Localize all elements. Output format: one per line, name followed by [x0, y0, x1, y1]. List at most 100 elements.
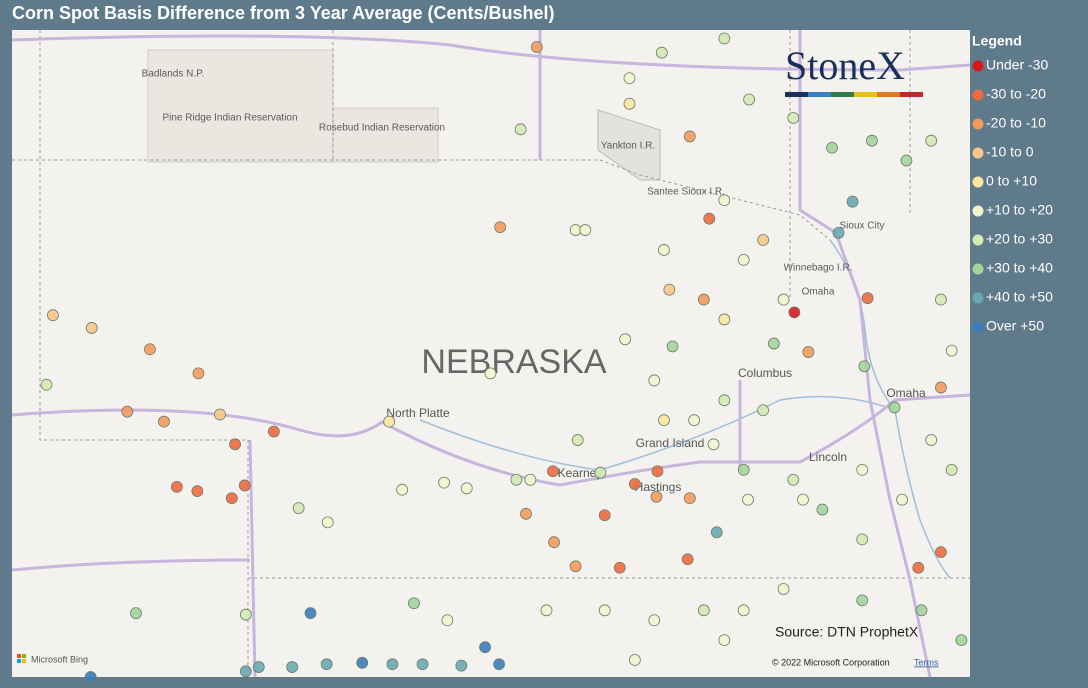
data-point	[569, 560, 582, 573]
data-point	[945, 344, 958, 357]
reservation-area	[332, 107, 439, 163]
legend-label: Under -30	[986, 57, 1048, 73]
data-point	[912, 561, 925, 574]
terms-link[interactable]: Terms	[914, 657, 939, 667]
legend-label: Over +50	[986, 318, 1044, 334]
legend-label: +10 to +20	[986, 202, 1053, 218]
data-point	[955, 634, 968, 647]
data-point	[787, 112, 800, 124]
place-label: Omaha	[802, 287, 835, 298]
data-point	[743, 93, 755, 106]
data-point	[888, 401, 901, 414]
data-point	[530, 41, 543, 53]
data-point	[455, 659, 468, 672]
legend-swatch	[972, 321, 984, 333]
title: Corn Spot Basis Difference from 3 Year A…	[12, 3, 555, 23]
data-point	[718, 313, 731, 326]
data-point	[623, 72, 636, 85]
data-point	[826, 141, 838, 154]
data-point	[383, 415, 396, 428]
data-point	[655, 46, 668, 59]
data-point	[683, 492, 696, 505]
data-point	[239, 608, 252, 621]
data-point	[737, 604, 750, 617]
data-point	[925, 434, 938, 446]
data-point	[47, 309, 59, 322]
data-point	[688, 414, 701, 427]
place-label: Sioux City	[839, 221, 884, 232]
data-point	[718, 634, 731, 647]
city-label: Grand Island	[636, 436, 705, 450]
data-point	[321, 516, 334, 529]
data-point	[651, 465, 664, 478]
data-point	[494, 221, 507, 234]
legend-swatch	[972, 60, 984, 72]
data-point	[239, 665, 252, 678]
data-point	[252, 661, 265, 673]
attribution: © 2022 Microsoft Corporation	[772, 657, 890, 667]
place-label: Yankton I.R.	[601, 141, 655, 152]
data-point	[846, 195, 859, 208]
legend-label: +40 to +50	[986, 289, 1053, 305]
legend-swatch	[972, 263, 984, 275]
data-point	[85, 322, 98, 334]
data-point	[648, 614, 661, 627]
data-point	[915, 604, 928, 617]
data-point	[598, 604, 611, 617]
data-point	[408, 597, 420, 610]
data-point	[663, 283, 676, 296]
data-point	[130, 607, 142, 620]
data-point	[579, 224, 592, 236]
data-point	[493, 658, 505, 671]
logo: StoneX	[785, 43, 905, 88]
data-point	[356, 656, 369, 669]
place-label: Pine Ridge Indian Reservation	[162, 113, 297, 124]
data-point	[238, 479, 251, 492]
data-point	[856, 533, 869, 546]
data-point	[896, 493, 909, 506]
state-label: NEBRASKA	[421, 343, 606, 381]
data-point	[84, 671, 97, 683]
legend-swatch	[972, 292, 984, 304]
data-point	[935, 546, 947, 559]
data-point	[225, 492, 238, 505]
place-label: Rosebud Indian Reservation	[319, 123, 445, 134]
data-point	[666, 340, 679, 353]
legend-label: -10 to 0	[986, 144, 1034, 160]
legend-swatch	[972, 147, 984, 159]
logo-bar	[785, 92, 923, 97]
data-point	[802, 346, 815, 358]
data-point	[935, 293, 947, 306]
data-point	[416, 658, 429, 671]
data-point	[707, 438, 720, 451]
data-point	[396, 483, 408, 496]
data-point	[683, 130, 696, 143]
attribution: Microsoft Bing	[31, 654, 88, 664]
data-point	[737, 463, 750, 476]
data-point	[797, 493, 809, 506]
legend-swatch	[972, 89, 984, 101]
data-point	[460, 482, 473, 495]
data-point	[718, 32, 731, 45]
data-point	[777, 583, 790, 595]
data-point	[757, 234, 769, 246]
legend-label: +30 to +40	[986, 260, 1053, 276]
legend-swatch	[972, 205, 984, 217]
data-point	[619, 333, 632, 346]
data-point	[737, 253, 750, 266]
data-point	[438, 476, 451, 489]
data-point	[718, 394, 731, 407]
reservation-area	[147, 49, 334, 163]
legend-swatch	[972, 118, 984, 130]
data-point	[856, 594, 869, 607]
data-point	[866, 134, 878, 147]
legend-swatch	[972, 234, 984, 246]
data-point	[858, 360, 871, 373]
data-point	[520, 507, 532, 520]
data-point	[767, 337, 780, 350]
data-point	[214, 408, 226, 421]
data-point	[628, 654, 641, 666]
data-point	[547, 465, 559, 478]
data-point	[816, 503, 829, 516]
data-point	[658, 244, 670, 256]
